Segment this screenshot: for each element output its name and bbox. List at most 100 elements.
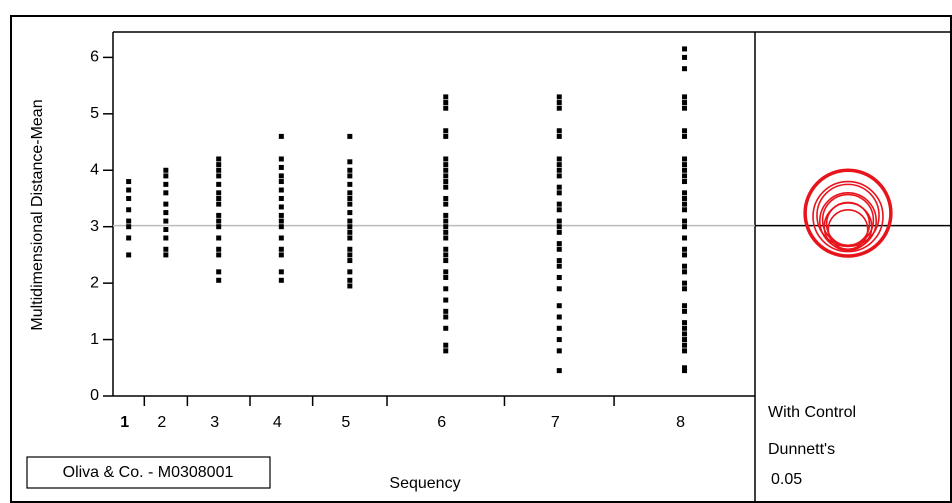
- data-point: [682, 286, 688, 292]
- data-point: [126, 187, 132, 193]
- data-point: [682, 337, 688, 343]
- data-point: [347, 269, 353, 275]
- y-tick-label: 2: [90, 274, 99, 291]
- data-point: [682, 100, 688, 106]
- data-point: [163, 167, 169, 173]
- data-point: [216, 201, 222, 207]
- data-point: [556, 133, 562, 139]
- data-point: [347, 173, 353, 179]
- x-tick-label: 5: [341, 414, 350, 431]
- data-point: [443, 195, 449, 201]
- data-point: [682, 342, 688, 348]
- data-point: [443, 212, 449, 218]
- y-tick-label: 0: [90, 387, 99, 404]
- data-point: [556, 100, 562, 106]
- data-point: [443, 235, 449, 241]
- data-point: [216, 235, 222, 241]
- data-point: [163, 246, 169, 252]
- data-point: [682, 325, 688, 331]
- data-point: [443, 173, 449, 179]
- data-point: [682, 269, 688, 275]
- data-point: [163, 190, 169, 196]
- data-point: [278, 277, 284, 283]
- data-point: [278, 187, 284, 193]
- data-point: [163, 173, 169, 179]
- data-point: [443, 218, 449, 224]
- data-point: [163, 218, 169, 224]
- data-point: [443, 269, 449, 275]
- x-tick-label: 8: [676, 414, 685, 431]
- data-point: [347, 159, 353, 165]
- data-point: [216, 156, 222, 162]
- data-point: [682, 133, 688, 139]
- data-point: [682, 173, 688, 179]
- data-point: [443, 342, 449, 348]
- data-point: [347, 258, 353, 264]
- source-text: Oliva & Co. - M0308001: [63, 464, 234, 481]
- data-point: [278, 252, 284, 258]
- data-point: [216, 224, 222, 230]
- data-point: [556, 128, 562, 134]
- data-point: [443, 258, 449, 264]
- data-point: [347, 167, 353, 173]
- data-point: [443, 286, 449, 292]
- data-point: [443, 133, 449, 139]
- data-point: [556, 246, 562, 252]
- data-point: [556, 286, 562, 292]
- data-point: [682, 303, 688, 309]
- data-point: [347, 252, 353, 258]
- data-point: [347, 283, 353, 289]
- y-axis-label: Multidimensional Distance-Mean: [29, 99, 46, 330]
- data-point: [278, 235, 284, 241]
- data-point: [682, 179, 688, 185]
- comparison-circle: [827, 208, 869, 251]
- data-point: [126, 235, 132, 241]
- data-point: [682, 348, 688, 354]
- data-point: [216, 252, 222, 258]
- data-point: [347, 246, 353, 252]
- data-point: [347, 235, 353, 241]
- data-point: [216, 269, 222, 275]
- frame: [10, 15, 952, 503]
- data-point: [682, 167, 688, 173]
- data-point: [556, 167, 562, 173]
- data-point: [682, 218, 688, 224]
- data-point: [556, 224, 562, 230]
- data-point: [278, 179, 284, 185]
- data-point: [682, 320, 688, 326]
- x-tick-label: 6: [437, 414, 446, 431]
- data-point: [556, 201, 562, 207]
- y-tick-label: 5: [90, 105, 99, 122]
- data-point: [682, 263, 688, 269]
- comparison-circle: [812, 180, 884, 253]
- data-point: [216, 277, 222, 283]
- data-point: [682, 252, 688, 258]
- data-point: [278, 204, 284, 210]
- data-point: [347, 224, 353, 230]
- source-box: [26, 456, 271, 489]
- data-point: [216, 190, 222, 196]
- data-point: [216, 173, 222, 179]
- data-point: [347, 195, 353, 201]
- data-point: [347, 218, 353, 224]
- data-point: [443, 201, 449, 207]
- data-point: [556, 314, 562, 320]
- data-point: [216, 181, 222, 187]
- data-point: [443, 274, 449, 280]
- data-point: [443, 167, 449, 173]
- data-point: [278, 133, 284, 139]
- data-point: [163, 201, 169, 207]
- data-point: [126, 224, 132, 230]
- x-axis-label: Sequency: [389, 475, 460, 492]
- data-point: [682, 224, 688, 230]
- data-point: [682, 156, 688, 162]
- data-point: [126, 218, 132, 224]
- data-point: [556, 229, 562, 235]
- data-point: [682, 207, 688, 213]
- data-point: [216, 195, 222, 201]
- data-point: [556, 94, 562, 100]
- x-tick-label: 2: [157, 414, 166, 431]
- data-point: [443, 162, 449, 168]
- data-point: [278, 269, 284, 275]
- x-tick-label: 4: [273, 414, 282, 431]
